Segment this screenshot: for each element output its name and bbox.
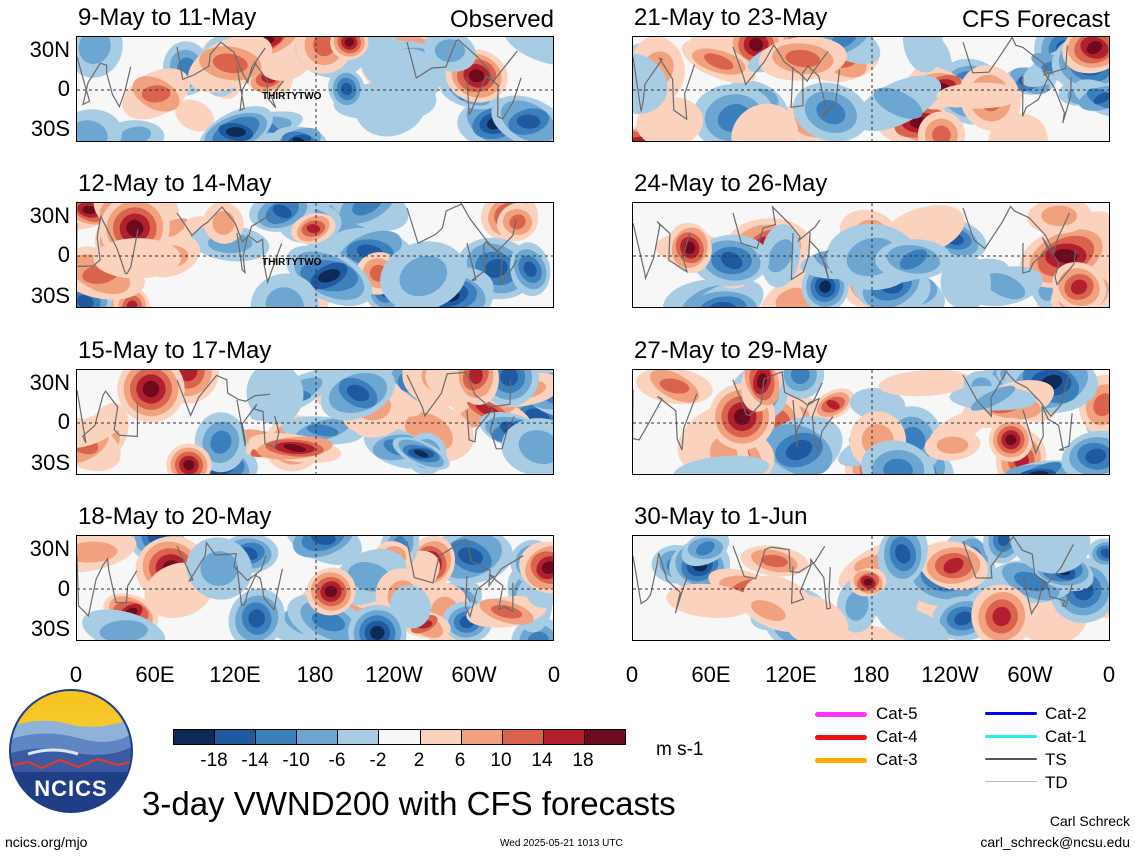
map-frame [632,369,1110,475]
map-frame [76,369,554,475]
lon-label: 120W [365,662,423,687]
legend-swatch-cat5 [815,712,867,717]
lon-label: 60E [135,662,175,687]
main-title: 3-day VWND200 with CFS forecasts [142,785,676,822]
colorbar-tick: 14 [531,750,553,771]
legend-swatch-cat4 [815,735,867,740]
lat-label: 30S [30,116,70,141]
colorbar-tick: -14 [241,750,269,771]
lon-label: 0 [69,662,83,687]
wind-field-map [633,203,1109,307]
lat-label: 30N [29,203,70,228]
panel-title: 18-May to 20-May [78,503,272,530]
panel-title: 27-May to 29-May [634,337,828,364]
wind-field-map [633,370,1109,474]
colorbar-segment [337,730,379,744]
ncics-logo: NCICS [8,688,134,814]
colorbar-tick: -2 [369,750,387,771]
lon-label: 0 [625,662,639,687]
colorbar-segment [583,730,626,744]
colorbar-segment [255,730,297,744]
panel-title: 24-May to 26-May [634,170,828,197]
panel-title: 12-May to 14-May [78,170,272,197]
storm-label: THIRTYTWO [262,257,322,268]
colorbar-tick: 10 [490,750,512,771]
panel-title: 30-May to 1-Jun [634,503,808,530]
legend-swatch-td [985,781,1037,782]
wind-field-map [77,370,553,474]
lon-label: 120W [921,662,979,687]
lon-label: 120E [209,662,261,687]
lat-label: 30S [30,283,70,308]
legend-label-cat4: Cat-4 [876,727,918,746]
legend-swatch-cat3 [815,758,867,763]
lon-label: 0 [1102,662,1116,687]
author-email[interactable]: carl_schreck@ncsu.edu [980,834,1130,850]
map-frame [76,36,554,142]
lat-label: 30S [30,450,70,475]
legend-label-cat5: Cat-5 [876,704,918,723]
colorbar-tick: -10 [282,750,310,771]
colorbar-tick: 6 [454,750,466,771]
timestamp: Wed 2025-05-21 1013 UTC [500,838,623,849]
map-frame [76,535,554,641]
colorbar-segment [296,730,338,744]
map-frame [632,36,1110,142]
legend-label-td: TD [1045,773,1068,792]
author-name: Carl Schreck [1049,813,1130,829]
lat-label: 0 [57,409,70,434]
legend-label-ts: TS [1045,750,1067,769]
lon-label: 0 [547,662,561,687]
logo-text: NCICS [34,776,108,801]
legend-swatch-ts [985,758,1037,760]
lat-label: 0 [57,76,70,101]
panel-corner-label: Observed [449,6,554,33]
map-frame [76,202,554,308]
lat-label: 30N [29,536,70,561]
lon-label: 180 [296,662,334,687]
wind-field-map [77,37,553,141]
map-frame [632,535,1110,641]
lat-label: 0 [57,242,70,267]
legend-swatch-cat2 [985,712,1037,715]
wind-field-map [633,536,1109,640]
colorbar-tick: 2 [413,750,425,771]
panel-corner-label: CFS Forecast [961,6,1110,33]
lat-label: 30N [29,370,70,395]
colorbar-tick: -18 [200,750,228,771]
lon-label: 120E [765,662,817,687]
map-frame [632,202,1110,308]
colorbar-units: m s-1 [656,739,704,760]
lon-label: 60E [691,662,731,687]
colorbar-segment [378,730,420,744]
legend-label-cat1: Cat-1 [1045,727,1087,746]
panel-title: 9-May to 11-May [78,4,257,31]
legend-swatch-cat1 [985,735,1037,738]
legend-label-cat2: Cat-2 [1045,704,1087,723]
colorbar-tick: -6 [328,750,346,771]
colorbar-segment [501,730,543,744]
lon-label: 180 [852,662,890,687]
website-link[interactable]: ncics.org/mjo [5,834,88,850]
colorbar-segment [174,730,215,744]
colorbar-segment [542,730,584,744]
storm-label: THIRTYTWO [262,91,322,102]
colorbar-segment [214,730,256,744]
lat-label: 30S [30,616,70,641]
wind-field-map [633,37,1109,141]
wind-field-map [77,203,553,307]
legend-label-cat3: Cat-3 [876,750,918,769]
colorbar-tick: 18 [572,750,594,771]
wind-field-map [77,536,553,640]
lat-label: 30N [29,37,70,62]
panel-title: 15-May to 17-May [78,337,272,364]
panel-title: 21-May to 23-May [634,4,828,31]
lon-label: 60W [1007,662,1053,687]
colorbar-segment [460,730,502,744]
lon-label: 60W [451,662,497,687]
colorbar-bar [173,729,626,745]
lat-label: 0 [57,576,70,601]
colorbar-segment [419,730,461,744]
